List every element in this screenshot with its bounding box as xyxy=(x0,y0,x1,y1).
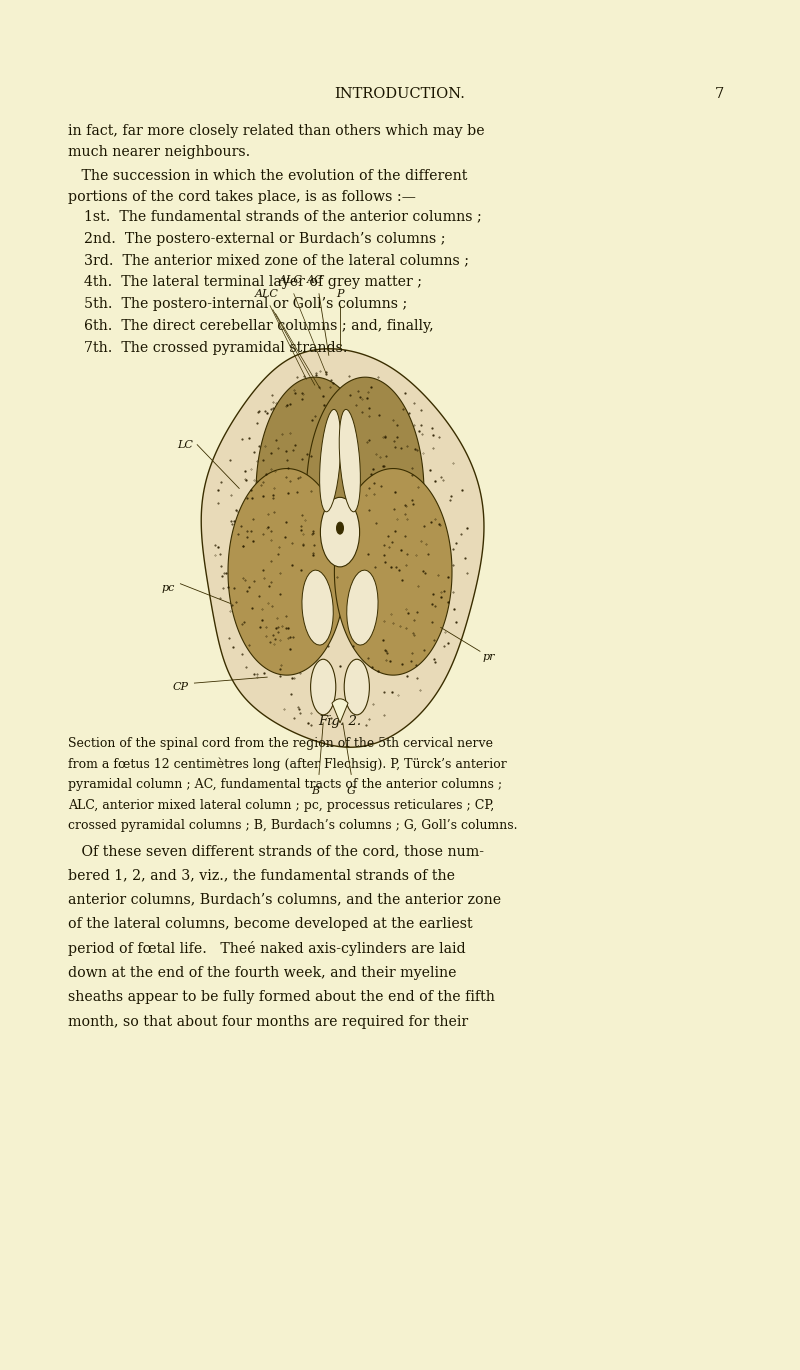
Text: Section of the spinal cord from the region of the 5th cervical nerve: Section of the spinal cord from the regi… xyxy=(68,737,493,749)
Text: CP: CP xyxy=(173,682,189,692)
Text: ALC: ALC xyxy=(279,275,303,285)
Text: pc: pc xyxy=(162,582,175,593)
Text: from a fœtus 12 centimètres long (after Flechsig). P, Türck’s anterior: from a fœtus 12 centimètres long (after … xyxy=(68,758,506,771)
Text: The succession in which the evolution of the different: The succession in which the evolution of… xyxy=(68,169,467,182)
Text: 5th.  The postero-internal or Goll’s columns ;: 5th. The postero-internal or Goll’s colu… xyxy=(84,297,407,311)
Text: period of fœtal life.   Theé naked axis-cylinders are laid: period of fœtal life. Theé naked axis-cy… xyxy=(68,941,466,956)
Text: portions of the cord takes place, is as follows :—: portions of the cord takes place, is as … xyxy=(68,189,416,204)
Text: 7th.  The crossed pyramidal strands.: 7th. The crossed pyramidal strands. xyxy=(84,341,347,355)
Polygon shape xyxy=(256,377,374,607)
Text: AC: AC xyxy=(306,275,323,285)
Text: bered 1, 2, and 3, viz., the fundamental strands of the: bered 1, 2, and 3, viz., the fundamental… xyxy=(68,869,455,882)
Text: 4th.  The lateral terminal layer of grey matter ;: 4th. The lateral terminal layer of grey … xyxy=(84,275,422,289)
Text: INTRODUCTION.: INTRODUCTION. xyxy=(334,88,466,101)
Text: 3rd.  The anterior mixed zone of the lateral columns ;: 3rd. The anterior mixed zone of the late… xyxy=(84,253,469,267)
Text: B: B xyxy=(310,786,319,796)
Polygon shape xyxy=(306,377,424,607)
Ellipse shape xyxy=(310,659,336,715)
Text: 7: 7 xyxy=(714,88,724,101)
Text: pr: pr xyxy=(482,652,495,662)
Text: ALC: ALC xyxy=(255,289,279,299)
Wedge shape xyxy=(332,699,348,723)
Text: 1st.  The fundamental strands of the anterior columns ;: 1st. The fundamental strands of the ante… xyxy=(84,210,482,223)
Text: anterior columns, Burdach’s columns, and the anterior zone: anterior columns, Burdach’s columns, and… xyxy=(68,893,501,907)
Polygon shape xyxy=(334,469,452,675)
Ellipse shape xyxy=(320,497,360,567)
Text: much nearer neighbours.: much nearer neighbours. xyxy=(68,145,250,159)
Text: of the lateral columns, become developed at the earliest: of the lateral columns, become developed… xyxy=(68,917,473,932)
Text: G: G xyxy=(346,786,356,796)
Text: ALC, anterior mixed lateral column ; pc, processus reticulares ; CP,: ALC, anterior mixed lateral column ; pc,… xyxy=(68,799,494,811)
Polygon shape xyxy=(202,349,484,747)
Ellipse shape xyxy=(320,410,341,512)
Text: 6th.  The direct cerebellar columns ; and, finally,: 6th. The direct cerebellar columns ; and… xyxy=(84,319,434,333)
Ellipse shape xyxy=(302,570,334,645)
Text: pyramidal column ; AC, fundamental tracts of the anterior columns ;: pyramidal column ; AC, fundamental tract… xyxy=(68,778,502,790)
Ellipse shape xyxy=(339,410,360,512)
Text: in fact, far more closely related than others which may be: in fact, far more closely related than o… xyxy=(68,125,485,138)
Text: crossed pyramidal columns ; B, Burdach’s columns ; G, Goll’s columns.: crossed pyramidal columns ; B, Burdach’s… xyxy=(68,819,518,832)
Text: down at the end of the fourth week, and their myeline: down at the end of the fourth week, and … xyxy=(68,966,457,980)
Text: sheaths appear to be fully formed about the end of the fifth: sheaths appear to be fully formed about … xyxy=(68,991,495,1004)
Ellipse shape xyxy=(346,570,378,645)
Text: P: P xyxy=(336,289,344,299)
Text: Of these seven different strands of the cord, those num-: Of these seven different strands of the … xyxy=(68,844,484,858)
Circle shape xyxy=(337,522,343,534)
Text: 2nd.  The postero-external or Burdach’s columns ;: 2nd. The postero-external or Burdach’s c… xyxy=(84,232,446,245)
Ellipse shape xyxy=(344,659,370,715)
Text: Fig. 2.: Fig. 2. xyxy=(318,715,362,727)
Polygon shape xyxy=(228,469,346,675)
Text: month, so that about four months are required for their: month, so that about four months are req… xyxy=(68,1015,468,1029)
Text: LC: LC xyxy=(177,440,193,449)
